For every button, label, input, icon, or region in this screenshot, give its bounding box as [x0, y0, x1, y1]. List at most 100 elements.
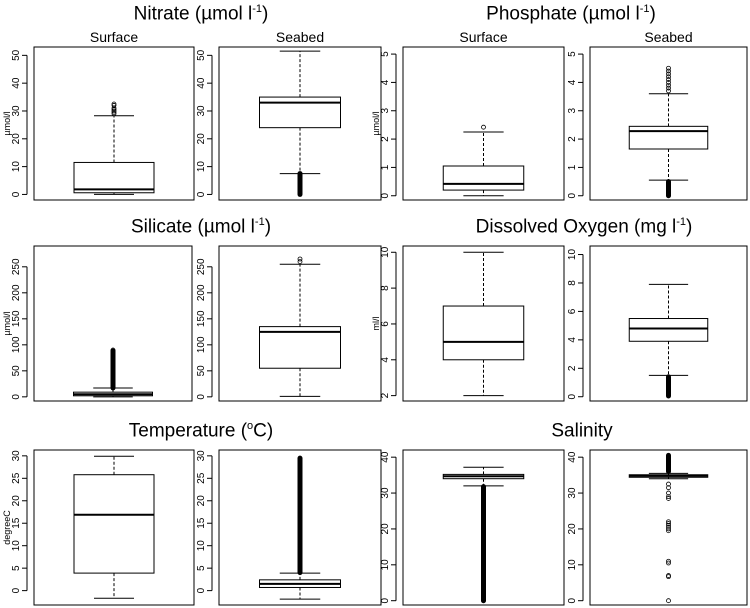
y-tick-label: 4	[567, 337, 578, 343]
silicate-title: Silicate (µmol l-1)	[130, 216, 272, 238]
y-tick-label: 25	[196, 472, 207, 484]
boxplot-panel-8: 0 2 4 6 8 10	[567, 245, 748, 402]
y-tick-label: 50	[196, 49, 207, 61]
outlier-point	[111, 108, 117, 114]
outlier-point	[666, 82, 671, 88]
y-tick-label: 5	[380, 51, 391, 57]
y-axis-label: ml/l	[371, 317, 381, 331]
y-tick-label: 0	[567, 597, 578, 603]
box-iqr	[73, 474, 155, 574]
dissolved-oxygen-title: Dissolved Oxygen (mg l-1)	[475, 216, 693, 238]
outlier-point	[666, 522, 671, 528]
panel-subtitle: Surface	[90, 29, 138, 45]
y-tick-label: 50	[11, 365, 22, 377]
nitrate-title: Nitrate (µmol l-1)	[133, 3, 269, 25]
outlier-point	[666, 528, 671, 534]
outlier-band	[666, 179, 671, 199]
panel-frame	[218, 46, 382, 201]
outlier-point	[666, 80, 671, 85]
y-tick-label: 50	[11, 49, 22, 61]
boxplot-panel-1: 0 10 20 30 40 50 µmol/l Surface	[2, 29, 195, 201]
y-tick-label: 8	[567, 280, 578, 286]
y-tick-label: 0	[11, 587, 22, 593]
y-tick-label: 2	[380, 392, 391, 398]
outlier-point	[666, 68, 671, 74]
boxplot-panel-12: 0 10 20 30 40	[567, 449, 748, 606]
y-tick-label: 20	[380, 523, 391, 535]
y-tick-label: 20	[11, 495, 22, 507]
boxplot-panel-10: 0 5 10 15 20 25 30	[196, 449, 382, 606]
panel-subtitle: Surface	[459, 29, 507, 45]
box-iqr	[259, 326, 341, 369]
y-tick-label: 5	[196, 565, 207, 571]
outlier-point	[666, 77, 671, 82]
y-tick-label: 10	[567, 559, 578, 571]
y-tick-label: 30	[196, 450, 207, 462]
panel-frame	[218, 245, 382, 402]
y-tick-label: 30	[196, 105, 207, 117]
y-tick-label: 6	[380, 321, 391, 327]
y-tick-label: 15	[11, 517, 22, 529]
y-tick-label: 40	[380, 451, 391, 463]
y-tick-label: 4	[380, 79, 391, 85]
outlier-point	[297, 256, 303, 262]
phosphate-title: Phosphate (µmol l-1)	[486, 3, 656, 25]
outlier-point	[666, 521, 671, 526]
y-tick-label: 10	[196, 161, 207, 173]
y-tick-label: 250	[11, 258, 22, 275]
boxplot-panel-11: 0 10 20 30 40	[380, 449, 565, 606]
boxplot-panel-5: 0 50 100 150 200 250 µmol/l	[2, 245, 193, 402]
outlier-point	[666, 485, 671, 491]
boxplot-panel-4: 0 1 2 3 4 5 Seabed	[567, 29, 748, 201]
temperature-title: Temperature (oC)	[128, 420, 274, 442]
y-axis-label: µmol/l	[2, 311, 12, 335]
y-tick-label: 150	[11, 310, 22, 327]
y-tick-label: 3	[380, 108, 391, 114]
box-iqr	[442, 305, 525, 361]
panel-frame	[402, 46, 565, 201]
y-tick-label: 2	[567, 365, 578, 371]
y-tick-label: 6	[567, 308, 578, 314]
box-iqr	[628, 318, 709, 342]
panel-subtitle: Seabed	[276, 29, 324, 45]
panel-frame	[589, 245, 748, 402]
outlier-point	[666, 85, 671, 91]
y-tick-label: 5	[567, 51, 578, 57]
y-tick-label: 0	[11, 191, 22, 197]
box-iqr	[73, 161, 155, 194]
panel-frame	[589, 46, 748, 201]
y-tick-label: 2	[380, 136, 391, 142]
y-tick-label: 10	[11, 540, 22, 552]
panel-frame	[589, 449, 748, 606]
outlier-point	[666, 524, 671, 530]
y-axis-label: µmol/l	[2, 111, 12, 135]
y-tick-label: 30	[11, 105, 22, 117]
outlier-point	[666, 573, 671, 578]
outlier-point	[666, 490, 671, 496]
y-tick-label: 20	[196, 495, 207, 507]
outlier-band	[481, 484, 486, 604]
y-tick-label: 20	[567, 523, 578, 535]
panel-subtitle: Seabed	[644, 29, 692, 45]
outlier-band	[110, 348, 116, 391]
panel-frame	[33, 46, 195, 201]
salinity-title: Salinity	[551, 420, 613, 442]
y-tick-label: 1	[380, 164, 391, 170]
outlier-point	[666, 598, 671, 604]
outlier-band	[297, 455, 303, 576]
outlier-point	[481, 124, 486, 130]
y-tick-label: 10	[11, 161, 22, 173]
boxplot-panel-2: 0 10 20 30 40 50 Seabed	[196, 29, 382, 201]
panel-frame	[218, 449, 382, 606]
y-tick-label: 40	[567, 451, 578, 463]
y-tick-label: 15	[196, 517, 207, 529]
outlier-point	[666, 519, 671, 525]
y-tick-label: 1	[567, 164, 578, 170]
y-tick-label: 8	[380, 285, 391, 291]
outlier-point	[666, 88, 671, 94]
box-iqr	[442, 165, 525, 191]
y-tick-label: 40	[11, 77, 22, 89]
y-tick-label: 0	[380, 193, 391, 199]
y-tick-label: 20	[196, 133, 207, 145]
y-tick-label: 3	[567, 108, 578, 114]
